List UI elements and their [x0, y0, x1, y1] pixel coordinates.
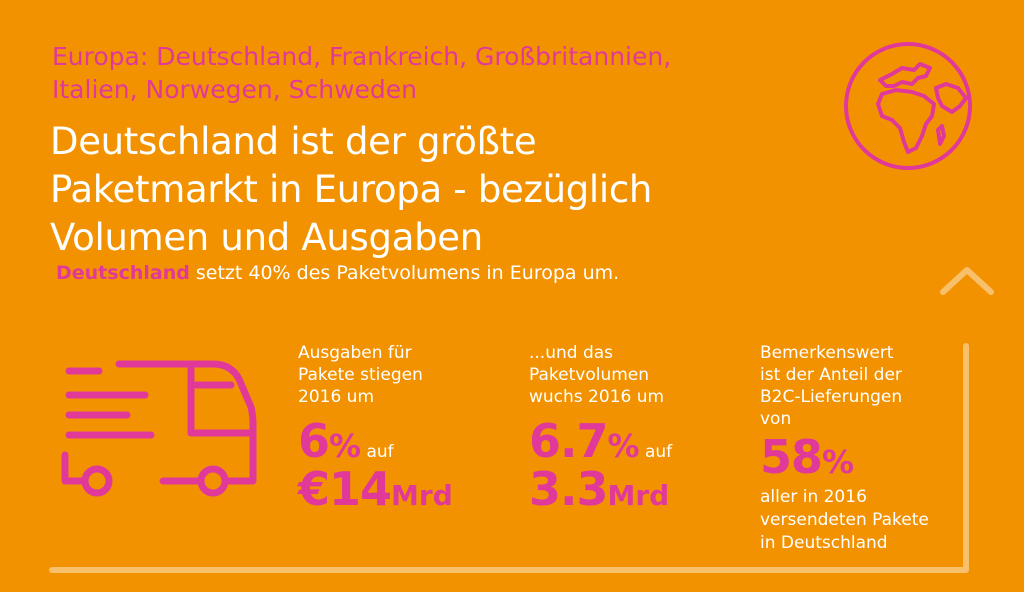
stat-b2c-tail-3: in Deutschland — [760, 533, 888, 553]
chevron-up-icon — [940, 267, 994, 295]
stat-spending-lead-1: Ausgaben für — [298, 343, 412, 363]
stat-spending-amount: €14Mrd — [298, 462, 453, 516]
headline-line-3: Volumen und Ausgaben — [50, 216, 483, 259]
stat-spending: Ausgaben für Pakete stiegen 2016 um 6% a… — [298, 342, 453, 516]
region-list: Europa: Deutschland, Frankreich, Großbri… — [52, 40, 671, 106]
stat-b2c-share-value: 58 — [760, 430, 823, 484]
headline: Deutschland ist der größte Paketmarkt in… — [50, 118, 652, 262]
stat-volume-lead-1: ...und das — [529, 343, 614, 363]
stat-volume-growth: 6.7% auf — [529, 414, 672, 468]
stat-volume-lead: ...und das Paketvolumen wuchs 2016 um — [529, 342, 672, 408]
stat-b2c-share-percent: % — [822, 443, 855, 481]
stat-spending-lead-2: Pakete stiegen — [298, 365, 423, 385]
stat-b2c-lead-4: von — [760, 409, 792, 429]
stat-volume-lead-3: wuchs 2016 um — [529, 387, 665, 407]
globe-icon — [844, 42, 972, 170]
stat-spending-connector: auf — [361, 442, 394, 462]
stat-spending-growth-value: 6 — [298, 414, 330, 468]
stat-b2c-lead: Bemerkenswert ist der Anteil der B2C-Lie… — [760, 342, 929, 430]
subline-highlight: Deutschland — [56, 262, 190, 284]
bracket-line — [49, 343, 969, 573]
stat-spending-lead: Ausgaben für Pakete stiegen 2016 um — [298, 342, 453, 408]
subline: Deutschland setzt 40% des Paketvolumens … — [56, 262, 619, 284]
stat-volume-lead-2: Paketvolumen — [529, 365, 650, 385]
subline-text: setzt 40% des Paketvolumens in Europa um… — [189, 262, 620, 284]
stat-volume-amount-unit: Mrd — [607, 479, 670, 512]
stat-volume-growth-value: 6.7 — [529, 414, 608, 468]
headline-line-1: Deutschland ist der größte — [50, 120, 537, 163]
stat-b2c-share: 58% — [760, 430, 929, 484]
stat-volume-amount: 3.3Mrd — [529, 462, 672, 516]
stat-volume-growth-percent: % — [607, 427, 640, 465]
stat-spending-growth-percent: % — [329, 427, 362, 465]
stat-b2c: Bemerkenswert ist der Anteil der B2C-Lie… — [760, 342, 929, 555]
stat-volume-amount-value: 3.3 — [529, 462, 608, 516]
stat-b2c-tail-2: versendeten Pakete — [760, 510, 929, 530]
region-line-2: Italien, Norwegen, Schweden — [52, 75, 417, 104]
region-line-1: Europa: Deutschland, Frankreich, Großbri… — [52, 42, 672, 71]
stat-b2c-tail: aller in 2016 versendeten Pakete in Deut… — [760, 486, 929, 555]
stat-volume: ...und das Paketvolumen wuchs 2016 um 6.… — [529, 342, 672, 516]
stat-volume-connector: auf — [639, 442, 673, 462]
delivery-truck-icon — [61, 360, 257, 497]
stat-b2c-lead-2: ist der Anteil der — [760, 365, 902, 385]
stat-spending-amount-value: €14 — [298, 462, 392, 516]
stat-spending-lead-3: 2016 um — [298, 387, 375, 407]
stat-b2c-tail-1: aller in 2016 — [760, 487, 867, 507]
stat-spending-growth: 6% auf — [298, 414, 453, 468]
stat-b2c-lead-3: B2C-Lieferungen — [760, 387, 903, 407]
stat-spending-amount-unit: Mrd — [391, 479, 453, 512]
stat-b2c-lead-1: Bemerkenswert — [760, 343, 894, 363]
headline-line-2: Paketmarkt in Europa - bezüglich — [50, 168, 653, 211]
